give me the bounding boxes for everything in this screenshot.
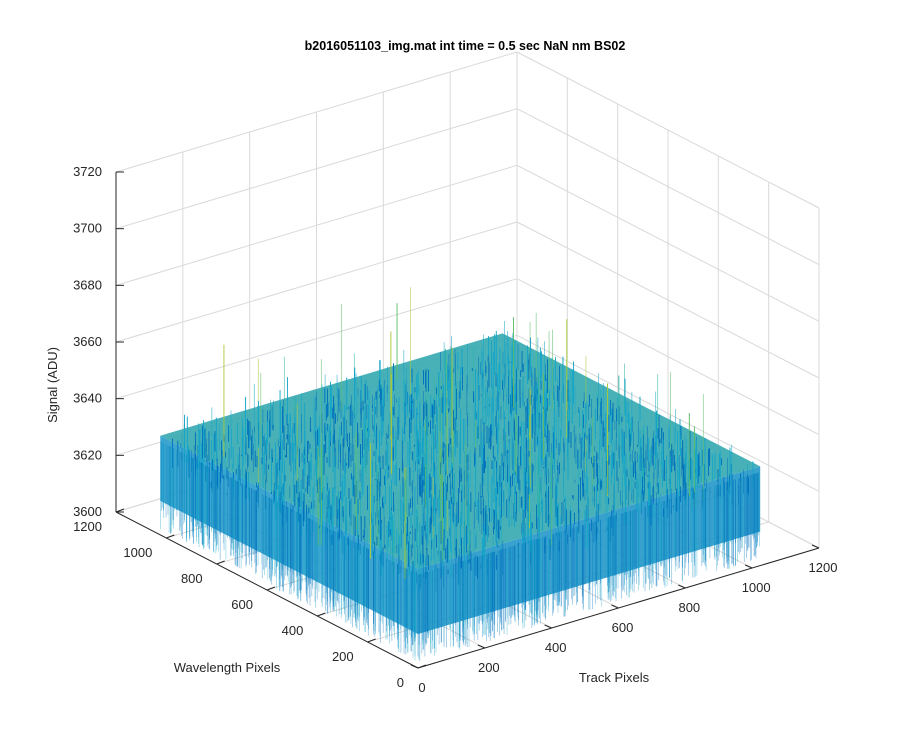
grid-line [516,221,820,379]
grid-line [516,51,820,209]
grid-line [115,108,518,230]
grid-line [115,221,518,343]
grid-line [115,51,518,173]
grid-line [516,334,820,492]
surface-layer [160,287,761,662]
grid-line [115,278,518,400]
grid-line [516,164,820,322]
grid-line [516,278,820,436]
grid-line [516,108,820,266]
grid-line [115,164,518,286]
